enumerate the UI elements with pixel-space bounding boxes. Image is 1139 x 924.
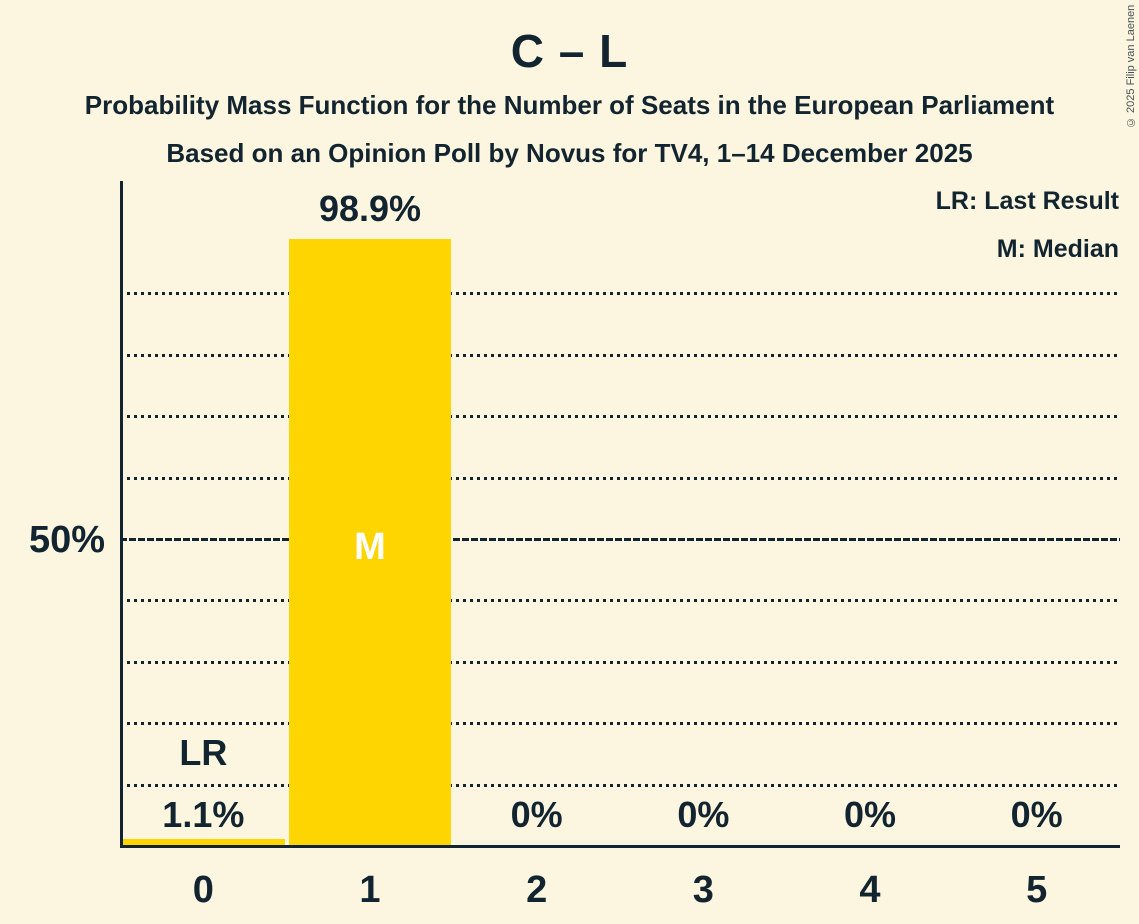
x-tick-label-1: 1	[359, 869, 381, 911]
page-title: C – L	[510, 25, 629, 77]
subtitle-line2: Based on an Opinion Poll by Novus for TV…	[166, 138, 973, 168]
gridline-30pct	[120, 661, 1120, 664]
bar-seats-1	[288, 239, 452, 846]
gridline-20pct	[120, 722, 1120, 725]
x-tick-label-4: 4	[859, 869, 881, 911]
gridline-50pct-emphasis	[120, 538, 1120, 541]
y-axis-line	[120, 181, 123, 847]
gridline-10pct	[120, 784, 1120, 787]
value-label-seats-4: 0%	[843, 794, 896, 835]
value-label-seats-5: 0%	[1010, 794, 1063, 835]
x-axis-line	[120, 845, 1120, 848]
gridline-60pct	[120, 477, 1120, 480]
gridline-40pct	[120, 599, 1120, 602]
legend-last-result: LR: Last Result	[935, 187, 1119, 215]
gridline-70pct	[120, 415, 1120, 418]
gridline-90pct	[120, 292, 1120, 295]
x-tick-label-3: 3	[692, 869, 714, 911]
value-label-seats-2: 0%	[510, 794, 563, 835]
last-result-marker: LR	[179, 732, 228, 773]
copyright-notice: © 2025 Filip van Laenen	[1125, 4, 1137, 128]
gridline-80pct	[120, 354, 1120, 357]
value-label-seats-0: 1.1%	[162, 794, 245, 835]
bar-seats-0	[122, 839, 285, 846]
value-label-seats-1: 98.9%	[318, 188, 422, 229]
subtitle-line1: Probability Mass Function for the Number…	[84, 90, 1055, 120]
y-axis-tick-label-50: 50%	[28, 519, 105, 561]
x-tick-label-0: 0	[192, 869, 214, 911]
value-label-seats-3: 0%	[677, 794, 730, 835]
x-tick-label-2: 2	[526, 869, 548, 911]
median-marker: M	[354, 526, 386, 568]
x-tick-label-5: 5	[1026, 869, 1048, 911]
legend-median: M: Median	[996, 235, 1119, 263]
